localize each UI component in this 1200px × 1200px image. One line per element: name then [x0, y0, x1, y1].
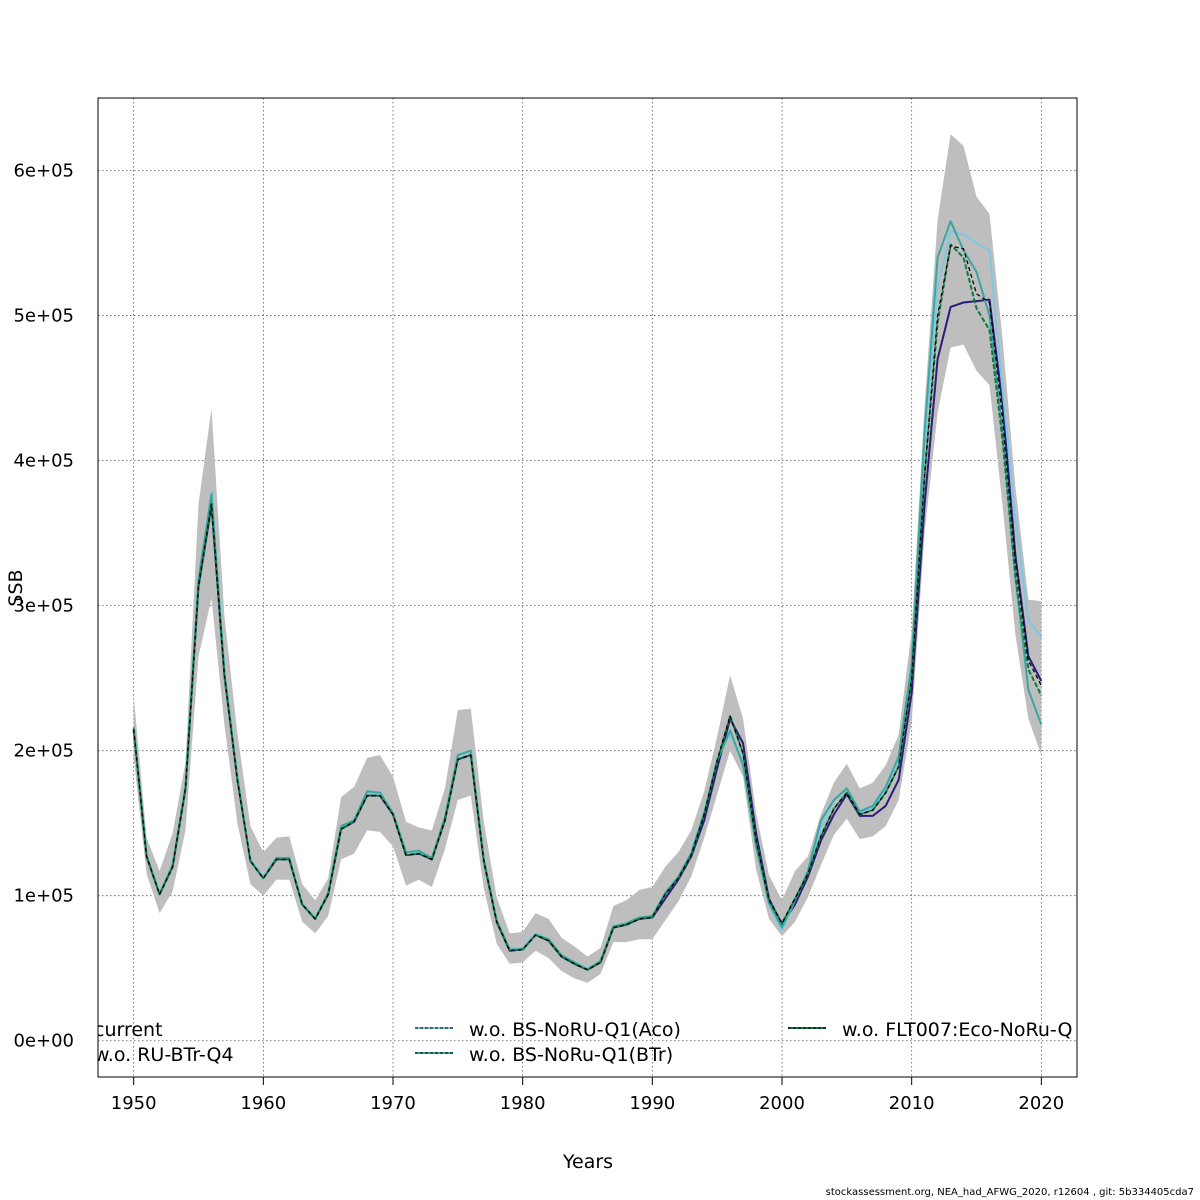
x-tick-label: 1980 [500, 1093, 546, 1114]
y-tick-label: 3e+05 [13, 596, 74, 617]
x-tick-label: 1950 [111, 1093, 157, 1114]
x-tick-label: 1960 [240, 1093, 286, 1114]
legend-label: current [94, 1019, 163, 1041]
x-axis: 1950 1960 1970 1980 1990 2000 2010 2020 [111, 1077, 1064, 1114]
series-line-0 [133, 245, 1042, 971]
y-tick-label: 4e+05 [13, 451, 74, 472]
y-axis-title: SSB [5, 569, 27, 606]
y-axis: 0e+00 1e+05 2e+05 3e+05 4e+05 5e+05 6e+05 [13, 161, 74, 1052]
x-tick-label: 2000 [759, 1093, 805, 1114]
x-tick-label: 2020 [1018, 1093, 1064, 1114]
confidence-band [133, 134, 1042, 983]
y-tick-label: 6e+05 [13, 161, 74, 182]
confidence-band-layer [133, 134, 1042, 983]
footer-credit: stockassessment.org, NEA_had_AFWG_2020, … [825, 1187, 1194, 1198]
plot-frame [97, 97, 1078, 1078]
y-tick-label: 2e+05 [13, 741, 74, 762]
y-tick-label: 5e+05 [13, 306, 74, 327]
series-layer [132, 220, 1043, 971]
x-axis-title: Years [562, 1151, 613, 1173]
legend-label: w.o. BS-NoRU-Q1(Aco) [469, 1019, 681, 1041]
legend-items: current w.o. RU-BTr-Q4 w.o. BS-NoRU-Q1(Aco… [94, 1019, 1072, 1066]
grid [98, 98, 1077, 1077]
legend-label: w.o. BS-NoRu-Q1(BTr) [469, 1044, 673, 1066]
y-tick-label: 1e+05 [13, 886, 74, 907]
legend-label: w.o. RU-BTr-Q4 [94, 1044, 234, 1066]
legend-label: w.o. FLT007:Eco-NoRu-Q [842, 1019, 1072, 1041]
y-tick-label: 0e+00 [13, 1031, 74, 1052]
x-tick-label: 1970 [370, 1093, 416, 1114]
legend: current w.o. RU-BTr-Q4 w.o. BS-NoRU-Q1(Aco… [94, 1019, 1072, 1066]
x-tick-label: 2010 [889, 1093, 935, 1114]
x-tick-label: 1990 [629, 1093, 675, 1114]
